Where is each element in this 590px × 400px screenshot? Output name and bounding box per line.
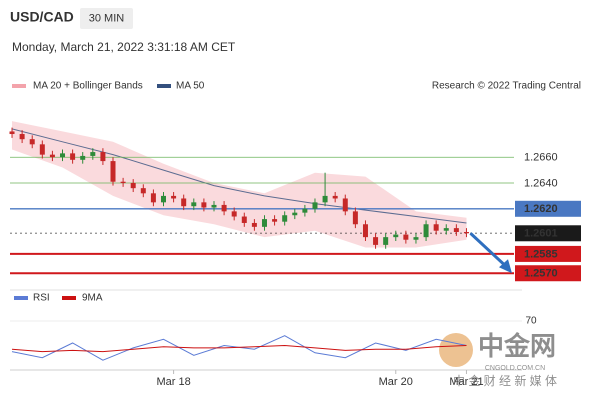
candle-body xyxy=(110,161,116,182)
forecast-arrowhead xyxy=(499,259,512,274)
candle-body xyxy=(433,224,439,231)
candle-body xyxy=(70,153,76,160)
candle-body xyxy=(140,188,146,194)
candle-body xyxy=(80,155,86,160)
legend-label: MA 20 + Bollinger Bands xyxy=(33,81,143,92)
candle-body xyxy=(191,202,197,207)
candle-body xyxy=(322,195,328,203)
candle-body xyxy=(423,224,429,238)
indicator-line xyxy=(11,344,467,353)
candle-body xyxy=(373,237,379,245)
forecast-arrow xyxy=(469,232,509,269)
candle-body xyxy=(181,198,187,207)
level-box xyxy=(515,265,581,282)
symbol: USD/CAD xyxy=(10,9,74,25)
x-tick-label: Mar 21 xyxy=(449,376,483,388)
level-label: 1.2585 xyxy=(524,248,558,260)
legend-swatch xyxy=(157,84,171,88)
candle-body xyxy=(383,237,389,245)
candle-body xyxy=(443,228,449,231)
candle-body xyxy=(150,193,156,203)
candle-body xyxy=(453,228,459,232)
candle-body xyxy=(39,144,45,155)
candle-body xyxy=(251,222,257,227)
x-tick-label: Mar 18 xyxy=(156,376,190,388)
candle-body xyxy=(120,181,126,184)
level-box xyxy=(515,225,581,242)
level-box xyxy=(515,200,581,217)
level-label: 1.2620 xyxy=(524,203,558,215)
level-label: 1.2601 xyxy=(524,228,558,240)
candle-body xyxy=(342,198,348,212)
timestamp: Monday, March 21, 2022 3:31:18 AM CET xyxy=(12,40,236,54)
candle-body xyxy=(29,139,35,145)
candle-body xyxy=(272,219,278,222)
candle-body xyxy=(403,234,409,240)
candle-body xyxy=(9,131,15,135)
candle-body xyxy=(261,219,267,227)
candle-body xyxy=(413,237,419,240)
watermark-logo xyxy=(439,333,473,367)
candle-body xyxy=(292,212,298,216)
candle-body xyxy=(100,152,106,162)
candle-body xyxy=(463,231,469,234)
y-tick-label: 70 xyxy=(525,316,537,327)
ma-line xyxy=(11,128,467,224)
candle-body xyxy=(241,216,247,223)
candle-body xyxy=(201,202,207,208)
credit: Research © 2022 Trading Central xyxy=(432,81,581,92)
candle-body xyxy=(211,204,217,208)
candle-body xyxy=(302,208,308,213)
level-box xyxy=(515,245,581,262)
candle-body xyxy=(352,211,358,225)
watermark-tagline: 中 金 财 经 新 媒 体 xyxy=(453,373,557,388)
level-label: 1.2660 xyxy=(524,152,558,164)
interval-box xyxy=(80,8,133,29)
candle-body xyxy=(19,134,25,140)
candle-body xyxy=(282,215,288,222)
candle-body xyxy=(60,153,66,158)
interval: 30 MIN xyxy=(89,12,125,24)
legend-label: 9MA xyxy=(82,293,103,304)
legend-swatch xyxy=(12,84,26,88)
candle-body xyxy=(362,224,368,238)
candle-body xyxy=(160,195,166,203)
candle-body xyxy=(130,183,136,189)
watermark-brand: 中金网 xyxy=(478,331,556,361)
legend-label: MA 50 xyxy=(176,81,205,92)
candle-body xyxy=(312,202,318,209)
legend-label: RSI xyxy=(33,293,50,304)
candle-body xyxy=(90,152,96,156)
x-tick-label: Mar 20 xyxy=(379,376,413,388)
level-label: 1.2640 xyxy=(524,177,558,189)
legend-swatch xyxy=(62,296,76,300)
candle-body xyxy=(49,154,55,158)
candle-body xyxy=(393,234,399,238)
candle-body xyxy=(332,195,338,199)
candle-body xyxy=(221,204,227,212)
level-label: 1.2570 xyxy=(524,268,558,280)
watermark-site: CNGOLD.COM.CN xyxy=(485,365,545,372)
candle-body xyxy=(171,195,177,199)
legend-swatch xyxy=(14,296,28,300)
candle-body xyxy=(231,211,237,217)
watermark: 中金网 CNGOLD.COM.CN 中 金 财 经 新 媒 体 xyxy=(439,331,557,388)
